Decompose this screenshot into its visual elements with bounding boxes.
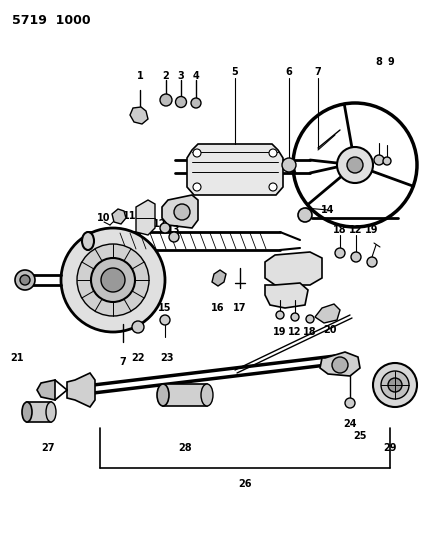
Text: 26: 26 [238, 479, 252, 489]
Polygon shape [265, 252, 322, 285]
Text: 7: 7 [315, 67, 321, 77]
Circle shape [160, 94, 172, 106]
Text: 12: 12 [288, 327, 302, 337]
Text: 6: 6 [285, 67, 292, 77]
Text: 18: 18 [333, 225, 347, 235]
Text: 9: 9 [388, 57, 394, 67]
Circle shape [388, 378, 402, 392]
Text: 12: 12 [349, 225, 363, 235]
Polygon shape [187, 144, 283, 195]
Text: 20: 20 [323, 325, 337, 335]
Circle shape [91, 258, 135, 302]
Polygon shape [315, 304, 340, 323]
Ellipse shape [22, 402, 32, 422]
Polygon shape [265, 283, 308, 308]
Circle shape [269, 149, 277, 157]
Text: 25: 25 [353, 431, 367, 441]
Text: 19: 19 [365, 225, 379, 235]
Text: 11: 11 [123, 211, 137, 221]
Text: 22: 22 [131, 353, 145, 363]
Circle shape [20, 275, 30, 285]
Circle shape [169, 232, 179, 242]
Bar [163, 384, 207, 406]
Ellipse shape [82, 232, 94, 250]
Circle shape [351, 252, 361, 262]
Text: 4: 4 [193, 71, 199, 81]
Text: 21: 21 [10, 353, 24, 363]
Text: 19: 19 [273, 327, 287, 337]
Circle shape [282, 158, 296, 172]
Polygon shape [67, 373, 95, 407]
Circle shape [160, 315, 170, 325]
Circle shape [383, 157, 391, 165]
Circle shape [291, 313, 299, 321]
Polygon shape [162, 195, 198, 228]
Circle shape [160, 223, 170, 233]
Text: 5719  1000: 5719 1000 [12, 14, 91, 27]
Polygon shape [212, 270, 226, 286]
Circle shape [337, 147, 373, 183]
Circle shape [306, 315, 314, 323]
Circle shape [367, 257, 377, 267]
Text: 8: 8 [375, 57, 383, 67]
Circle shape [276, 311, 284, 319]
Text: 7: 7 [119, 357, 126, 367]
Circle shape [347, 157, 363, 173]
Circle shape [174, 204, 190, 220]
Polygon shape [112, 209, 126, 224]
Text: 14: 14 [321, 205, 335, 215]
Text: 13: 13 [167, 225, 181, 235]
Circle shape [374, 155, 384, 165]
Circle shape [61, 228, 165, 332]
Text: 29: 29 [383, 443, 397, 453]
Circle shape [191, 98, 201, 108]
Circle shape [335, 248, 345, 258]
Text: 24: 24 [343, 419, 357, 429]
Text: 10: 10 [97, 213, 111, 223]
Ellipse shape [46, 402, 56, 422]
Text: 18: 18 [303, 327, 317, 337]
Text: 28: 28 [178, 443, 192, 453]
Circle shape [373, 363, 417, 407]
Polygon shape [320, 352, 360, 376]
Text: 5: 5 [232, 67, 238, 77]
Circle shape [381, 371, 409, 399]
Circle shape [332, 357, 348, 373]
Polygon shape [136, 200, 155, 235]
Circle shape [15, 270, 35, 290]
Text: 12: 12 [153, 219, 167, 229]
Ellipse shape [157, 384, 169, 406]
Circle shape [77, 244, 149, 316]
Circle shape [132, 321, 144, 333]
Polygon shape [37, 380, 55, 400]
Polygon shape [130, 107, 148, 124]
Text: 3: 3 [178, 71, 184, 81]
Ellipse shape [201, 384, 213, 406]
Text: 27: 27 [41, 443, 55, 453]
Text: 2: 2 [163, 71, 169, 81]
Circle shape [193, 183, 201, 191]
Circle shape [193, 149, 201, 157]
Circle shape [345, 398, 355, 408]
Text: 16: 16 [211, 303, 225, 313]
Text: 17: 17 [233, 303, 247, 313]
Circle shape [298, 208, 312, 222]
Polygon shape [27, 402, 51, 422]
Text: 23: 23 [160, 353, 174, 363]
Text: 15: 15 [158, 303, 172, 313]
Text: 1: 1 [137, 71, 143, 81]
Circle shape [269, 183, 277, 191]
Circle shape [175, 96, 187, 108]
Circle shape [101, 268, 125, 292]
